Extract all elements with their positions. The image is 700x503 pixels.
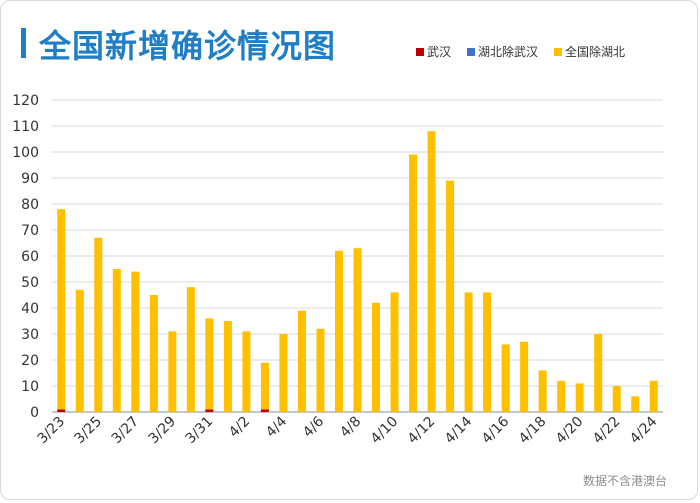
bar-2-3-24 xyxy=(75,289,84,412)
y-tick-label-120: 120 xyxy=(12,93,39,109)
x-tick-label-3-29: 3/29 xyxy=(146,414,180,448)
y-tick-label-40: 40 xyxy=(21,301,39,317)
bar-2-3-29 xyxy=(168,331,177,412)
legend-swatch-wuhan xyxy=(416,47,424,56)
bar-2-4-5 xyxy=(297,310,306,412)
bar-2-4-22 xyxy=(612,386,621,412)
y-tick-label-0: 0 xyxy=(30,405,39,421)
x-tick-label-3-27: 3/27 xyxy=(109,414,143,448)
bar-2-4-7 xyxy=(334,250,343,412)
y-tick-label-110: 110 xyxy=(12,119,39,135)
x-tick-label-4-12: 4/12 xyxy=(405,414,439,448)
x-tick-label-4-4: 4/4 xyxy=(263,413,290,440)
legend-label-wuhan: 武汉 xyxy=(427,45,452,59)
y-tick-label-60: 60 xyxy=(21,249,39,265)
bar-2-4-20 xyxy=(575,383,584,412)
y-tick-label-70: 70 xyxy=(21,223,39,239)
bar-2-4-6 xyxy=(316,328,325,412)
bar-0-3-31 xyxy=(205,409,214,412)
y-tick-label-10: 10 xyxy=(21,379,39,395)
bar-2-3-28 xyxy=(149,295,158,412)
x-tick-label-4-8: 4/8 xyxy=(337,414,364,441)
bar-2-4-14 xyxy=(464,292,473,412)
bar-2-4-16 xyxy=(501,344,510,412)
x-tick-label-4-18: 4/18 xyxy=(516,414,550,448)
x-tick-label-4-14: 4/14 xyxy=(442,413,476,447)
chart-title: 全国新增确诊情况图 xyxy=(39,27,337,65)
bar-0-4-3 xyxy=(260,409,269,412)
y-tick-label-30: 30 xyxy=(21,327,39,343)
bar-2-4-8 xyxy=(353,248,362,412)
bar-0-3-23 xyxy=(57,409,66,412)
source-note: 数据不含港澳台 xyxy=(582,474,667,488)
x-tick-label-4-10: 4/10 xyxy=(368,414,402,448)
bar-2-4-12 xyxy=(427,131,436,412)
bar-2-4-21 xyxy=(594,334,603,412)
bar-2-3-31 xyxy=(205,318,214,410)
legend-label-hubei-ex-wuhan: 湖北除武汉 xyxy=(478,45,539,59)
y-tick-label-90: 90 xyxy=(21,171,39,187)
legend-item-wuhan: 武汉 xyxy=(416,43,451,60)
bar-2-4-19 xyxy=(557,380,566,412)
bar-2-4-18 xyxy=(538,370,547,412)
bar-2-4-10 xyxy=(390,292,399,412)
bar-2-3-27 xyxy=(131,271,140,412)
x-tick-label-4-22: 4/22 xyxy=(590,414,624,448)
x-tick-label-3-23: 3/23 xyxy=(35,414,69,448)
bar-2-3-30 xyxy=(186,287,195,412)
legend-swatch-national-ex-hubei xyxy=(554,47,563,56)
legend-label-national-ex-hubei: 全国除湖北 xyxy=(565,45,626,59)
bar-2-4-13 xyxy=(446,180,455,412)
bar-2-3-23 xyxy=(57,209,66,410)
y-tick-label-50: 50 xyxy=(21,275,39,291)
bar-2-4-11 xyxy=(409,154,418,412)
y-tick-label-80: 80 xyxy=(21,197,39,213)
x-tick-label-3-31: 3/31 xyxy=(183,414,217,448)
bar-2-4-17 xyxy=(520,341,529,412)
y-tick-label-100: 100 xyxy=(12,145,39,161)
bar-2-4-24 xyxy=(649,380,658,412)
x-tick-label-4-16: 4/16 xyxy=(479,413,513,447)
x-tick-label-4-6: 4/6 xyxy=(300,413,327,440)
bar-2-4-1 xyxy=(223,321,232,412)
bar-2-3-26 xyxy=(112,269,121,412)
bar-2-4-3 xyxy=(260,362,269,410)
bar-2-4-15 xyxy=(483,292,492,412)
legend: 武汉 湖北除武汉 全国除湖北 xyxy=(416,43,625,60)
x-tick-label-4-24: 4/24 xyxy=(627,413,661,447)
legend-swatch-hubei-ex-wuhan xyxy=(467,47,476,56)
bar-2-3-25 xyxy=(94,237,103,412)
x-tick-label-4-2: 4/2 xyxy=(226,414,253,441)
bar-2-4-9 xyxy=(372,302,381,412)
bar-2-4-2 xyxy=(242,331,251,412)
x-tick-label-3-25: 3/25 xyxy=(72,414,106,448)
bar-2-4-23 xyxy=(631,396,640,412)
legend-item-hubei-ex-wuhan: 湖北除武汉 xyxy=(467,43,538,60)
y-tick-label-20: 20 xyxy=(21,353,39,369)
bar-2-4-4 xyxy=(279,334,288,412)
title-accent-bar xyxy=(21,28,26,58)
legend-item-national-ex-hubei: 全国除湖北 xyxy=(554,43,625,60)
x-tick-label-4-20: 4/20 xyxy=(553,414,587,448)
